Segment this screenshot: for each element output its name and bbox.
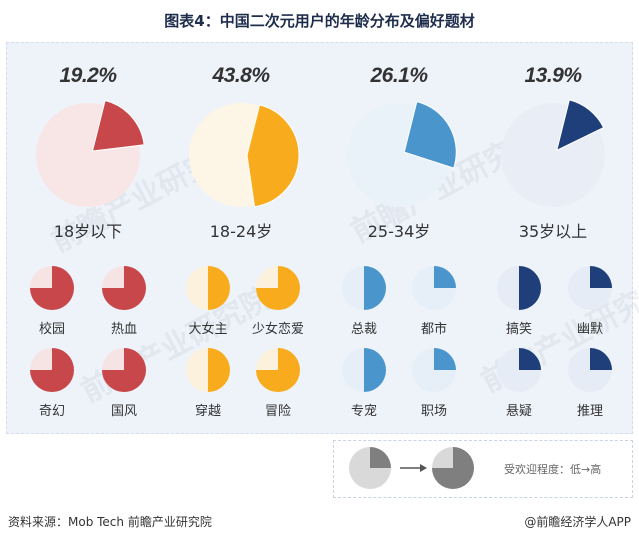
age-label-18-24: 18-24岁 bbox=[209, 222, 273, 241]
genre-label: 都市 bbox=[420, 322, 447, 337]
genre-label: 大女主 bbox=[188, 322, 228, 337]
genre-pie-slice bbox=[364, 348, 386, 392]
pct-label-25-34: 26.1% bbox=[370, 64, 428, 87]
genre-pie-slice bbox=[364, 266, 386, 310]
chart-title: 图表4：中国二次元用户的年龄分布及偏好题材 bbox=[164, 12, 475, 30]
genre-label: 国风 bbox=[110, 404, 137, 419]
genre-pie-slice bbox=[102, 266, 146, 310]
genre-pie-slice bbox=[30, 348, 74, 392]
genre-pie-slice bbox=[519, 348, 541, 370]
legend-pie-slice bbox=[370, 447, 391, 468]
genre-label: 悬疑 bbox=[505, 404, 532, 419]
genre-label: 奇幻 bbox=[38, 404, 65, 419]
genre-label: 职场 bbox=[420, 404, 447, 419]
genre-pie-slice bbox=[590, 348, 612, 370]
genre-label: 少女恋爱 bbox=[251, 322, 304, 337]
pct-label-35plus: 13.9% bbox=[524, 64, 582, 87]
age-label-under18: 18岁以下 bbox=[53, 222, 123, 241]
genre-label: 冒险 bbox=[264, 404, 291, 419]
genre-pie-slice bbox=[256, 348, 300, 392]
genre-pie-slice bbox=[519, 266, 541, 310]
age-label-25-34: 25-34岁 bbox=[367, 222, 431, 241]
legend-label: 受欢迎程度：低→高 bbox=[504, 463, 602, 476]
legend-pie-slice bbox=[432, 447, 474, 489]
age-label-35plus: 35岁以上 bbox=[518, 222, 588, 241]
source-note: 资料来源：Mob Tech 前瞻产业研究院 bbox=[8, 515, 212, 529]
pie-slice bbox=[246, 104, 300, 208]
genre-label: 校园 bbox=[38, 322, 65, 337]
genre-pie-slice bbox=[590, 266, 612, 288]
genre-pie-slice bbox=[102, 348, 146, 392]
genre-label: 穿越 bbox=[194, 404, 221, 419]
genre-pie-slice bbox=[434, 266, 456, 288]
genre-pie-slice bbox=[30, 266, 74, 310]
pie-slice bbox=[91, 99, 145, 152]
pct-label-under18: 19.2% bbox=[59, 64, 117, 87]
genre-label: 总裁 bbox=[350, 322, 377, 337]
genre-pie-slice bbox=[208, 348, 230, 392]
credit-note: @前瞻经济学人APP bbox=[524, 515, 631, 529]
genre-label: 推理 bbox=[576, 404, 603, 419]
genre-pie-slice bbox=[256, 266, 300, 310]
genre-label: 专宠 bbox=[350, 404, 377, 419]
pie-slice bbox=[556, 99, 605, 152]
legend-arrow-head bbox=[420, 464, 427, 472]
genre-label: 热血 bbox=[110, 322, 137, 337]
genre-pie-slice bbox=[434, 348, 456, 370]
genre-pie-slice bbox=[208, 266, 230, 310]
pie-slice bbox=[403, 101, 457, 169]
pct-label-18-24: 43.8% bbox=[212, 64, 270, 87]
genre-label: 幽默 bbox=[576, 322, 603, 337]
genre-label: 搞笑 bbox=[505, 322, 532, 337]
